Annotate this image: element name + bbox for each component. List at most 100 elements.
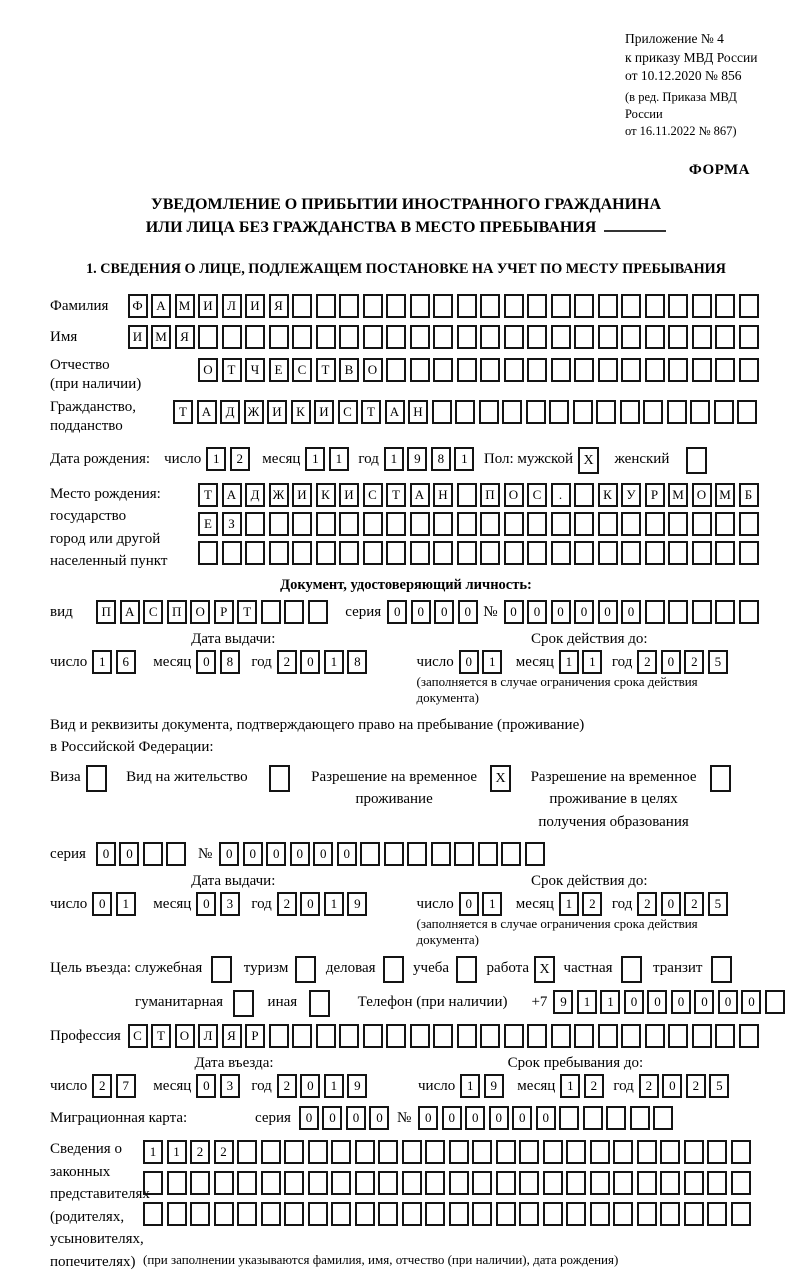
char-cell[interactable] [715,511,735,536]
char-cell[interactable] [245,540,265,565]
char-cell[interactable] [574,293,594,318]
char-cell[interactable]: Ж [268,482,289,507]
char-cell[interactable] [284,1171,304,1196]
char-cell[interactable] [284,599,305,624]
char-cell[interactable] [707,1202,727,1227]
char-cell[interactable] [354,1202,375,1227]
char-cell[interactable] [550,511,571,536]
char-cell[interactable] [691,357,712,382]
char-cell[interactable]: 1 [92,649,113,674]
char-cell[interactable] [644,599,665,624]
char-cell[interactable] [738,511,759,536]
char-cell[interactable] [260,1140,281,1165]
char-cell[interactable] [550,1024,571,1049]
char-cell[interactable]: 0 [458,649,479,674]
char-cell[interactable] [339,540,359,565]
char-cell[interactable] [480,293,500,318]
char-cell[interactable]: 9 [407,446,428,471]
char-cell[interactable] [480,324,500,349]
char-cell[interactable] [738,599,759,624]
char-cell[interactable]: 0 [434,599,455,624]
char-cell[interactable]: 0 [441,1106,462,1131]
char-cell[interactable] [715,599,735,624]
char-cell[interactable]: Я [268,293,289,318]
char-cell[interactable]: 2 [190,1140,210,1165]
char-cell[interactable] [715,1024,735,1049]
char-cell[interactable]: 8 [219,649,240,674]
char-cell[interactable] [433,293,453,318]
char-cell[interactable] [738,1024,759,1049]
char-cell[interactable] [378,1202,398,1227]
char-cell[interactable] [503,357,524,382]
char-cell[interactable]: У [621,482,641,507]
char-cell[interactable]: 8 [430,446,451,471]
char-cell[interactable]: 0 [369,1106,390,1131]
char-cell[interactable] [360,842,381,867]
char-cell[interactable] [143,1202,163,1227]
char-cell[interactable] [495,1171,516,1196]
char-cell[interactable] [621,1024,641,1049]
char-cell[interactable] [409,357,430,382]
char-cell[interactable]: 0 [289,842,310,867]
char-cell[interactable] [621,357,641,382]
char-cell[interactable]: 0 [623,990,644,1015]
char-cell[interactable] [597,357,618,382]
char-cell[interactable]: 0 [196,1074,217,1099]
char-cell[interactable] [292,293,312,318]
char-cell[interactable] [668,357,688,382]
char-cell[interactable] [527,540,547,565]
char-cell[interactable] [142,842,163,867]
char-cell[interactable]: 0 [418,1106,439,1131]
char-cell[interactable] [589,1140,610,1165]
char-cell[interactable]: 2 [684,649,705,674]
char-cell[interactable] [666,399,687,424]
char-cell[interactable] [383,842,404,867]
char-cell[interactable]: И [292,482,312,507]
purpose-business-checkbox[interactable] [382,956,408,984]
char-cell[interactable] [527,324,547,349]
char-cell[interactable] [307,1140,328,1165]
char-cell[interactable]: М [715,482,735,507]
char-cell[interactable] [456,540,477,565]
char-cell[interactable]: 0 [219,842,240,867]
char-cell[interactable] [433,324,453,349]
char-cell[interactable] [143,1171,163,1196]
char-cell[interactable]: С [127,1024,148,1049]
char-cell[interactable]: 0 [503,599,524,624]
char-cell[interactable] [407,842,428,867]
char-cell[interactable] [606,1106,627,1131]
char-cell[interactable] [503,293,524,318]
char-cell[interactable] [292,540,312,565]
char-cell[interactable] [644,540,665,565]
char-cell[interactable] [472,1202,492,1227]
char-cell[interactable] [542,1171,563,1196]
char-cell[interactable] [574,357,594,382]
char-cell[interactable] [307,1171,328,1196]
char-cell[interactable] [433,511,453,536]
char-cell[interactable] [339,324,359,349]
char-cell[interactable] [331,1202,351,1227]
char-cell[interactable]: С [143,599,164,624]
char-cell[interactable] [362,540,383,565]
char-cell[interactable] [620,956,642,984]
char-cell[interactable] [430,842,451,867]
char-cell[interactable]: 0 [662,1074,683,1099]
char-cell[interactable] [409,511,430,536]
char-cell[interactable]: 1 [460,1074,481,1099]
char-cell[interactable]: 3 [219,1074,240,1099]
char-cell[interactable] [660,1171,680,1196]
char-cell[interactable]: 0 [119,842,140,867]
char-cell[interactable] [456,293,477,318]
char-cell[interactable]: 0 [457,599,478,624]
char-cell[interactable] [472,1140,492,1165]
char-cell[interactable] [527,357,547,382]
char-cell[interactable] [190,1171,210,1196]
purpose-study-checkbox[interactable] [456,956,481,984]
